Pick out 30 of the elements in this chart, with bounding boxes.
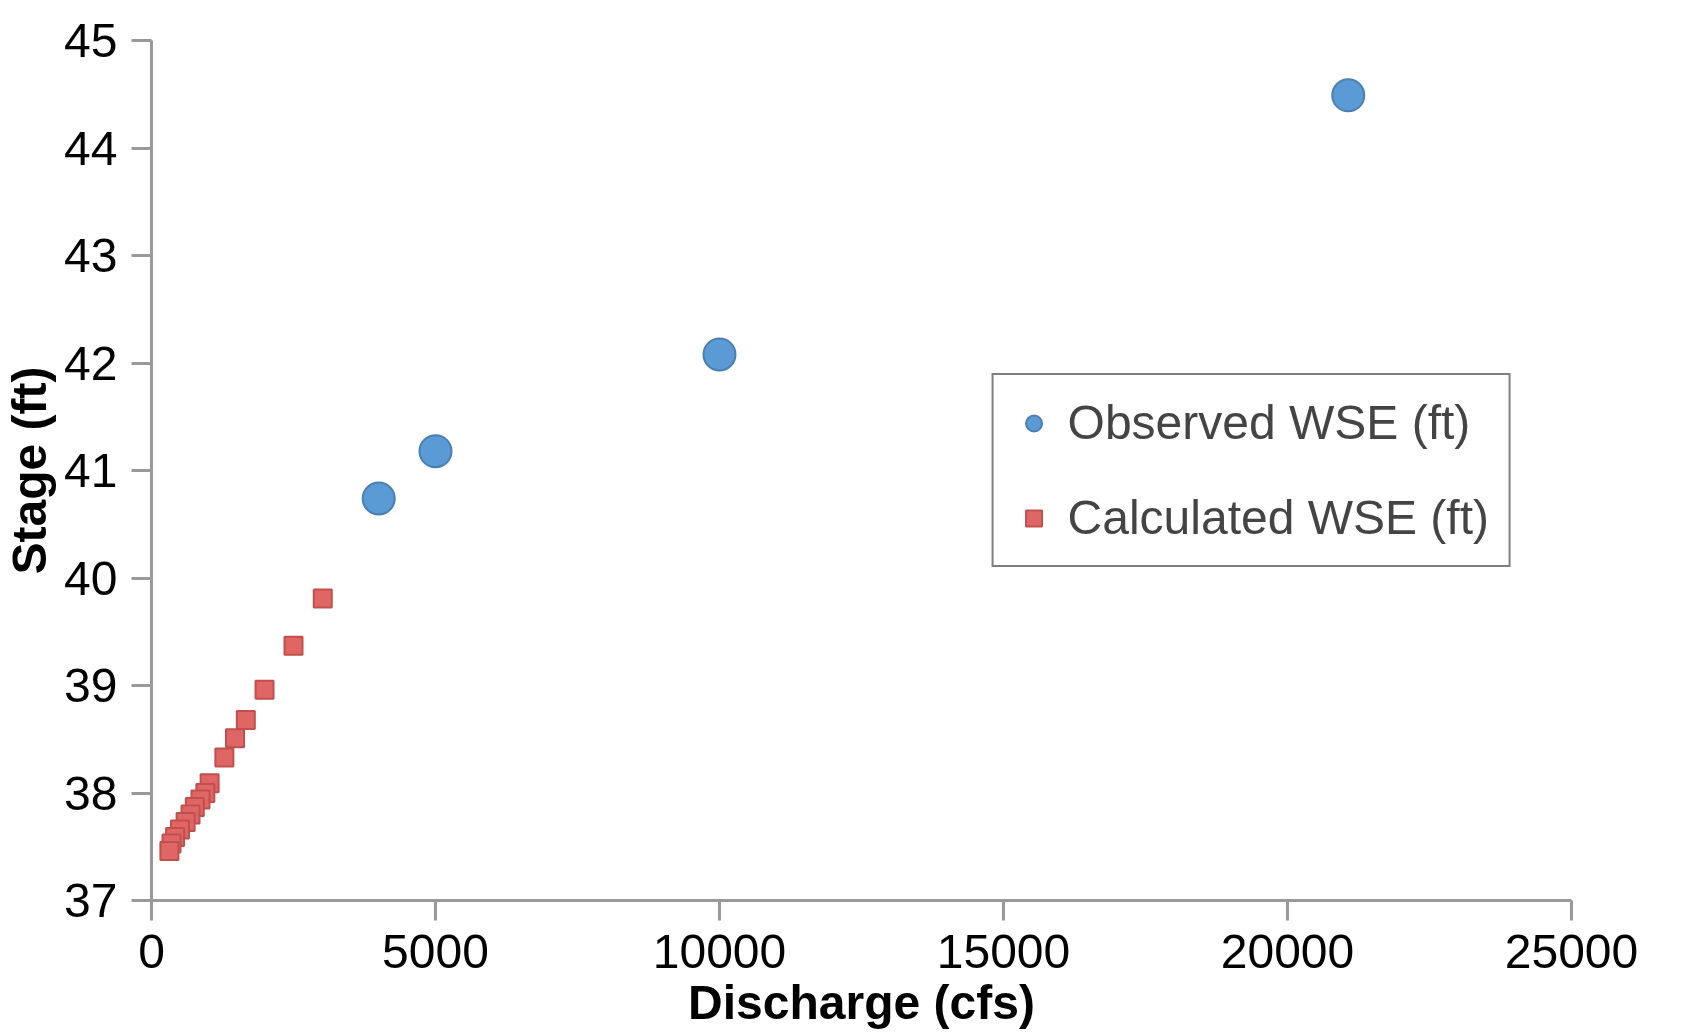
x-axis-title: Discharge (cfs): [688, 975, 1035, 1029]
point: [1331, 78, 1366, 113]
y-tick-label: 37: [64, 874, 118, 927]
point: [418, 434, 453, 469]
y-tick-label: 45: [64, 14, 118, 67]
x-tick-label: 0: [138, 924, 165, 978]
y-axis-title: Stage (ft): [3, 366, 57, 575]
y-tick-label: 39: [64, 659, 118, 712]
y-tick-label: 44: [64, 121, 118, 175]
point: [254, 679, 275, 700]
x-tick-label: 25000: [1504, 924, 1639, 978]
x-tick-label: 15000: [936, 924, 1071, 978]
y-tick-label: 41: [64, 444, 118, 497]
point: [235, 709, 256, 730]
point: [214, 747, 235, 768]
point: [283, 635, 304, 656]
point: [159, 841, 180, 862]
y-tick-label: 40: [64, 551, 118, 605]
x-tick-label: 5000: [382, 924, 489, 978]
x-tick-label: 10000: [652, 924, 787, 978]
y-tick-label: 42: [64, 336, 118, 390]
point: [225, 728, 245, 749]
point: [312, 588, 333, 609]
x-tick-label: 20000: [1220, 924, 1355, 978]
legend-label: Observed WSE (ft): [1067, 395, 1471, 450]
point: [702, 337, 737, 372]
point: [361, 481, 396, 516]
y-tick-label: 38: [64, 766, 118, 820]
y-tick-label: 43: [64, 229, 118, 282]
legend-label: Calculated WSE (ft): [1067, 490, 1489, 545]
